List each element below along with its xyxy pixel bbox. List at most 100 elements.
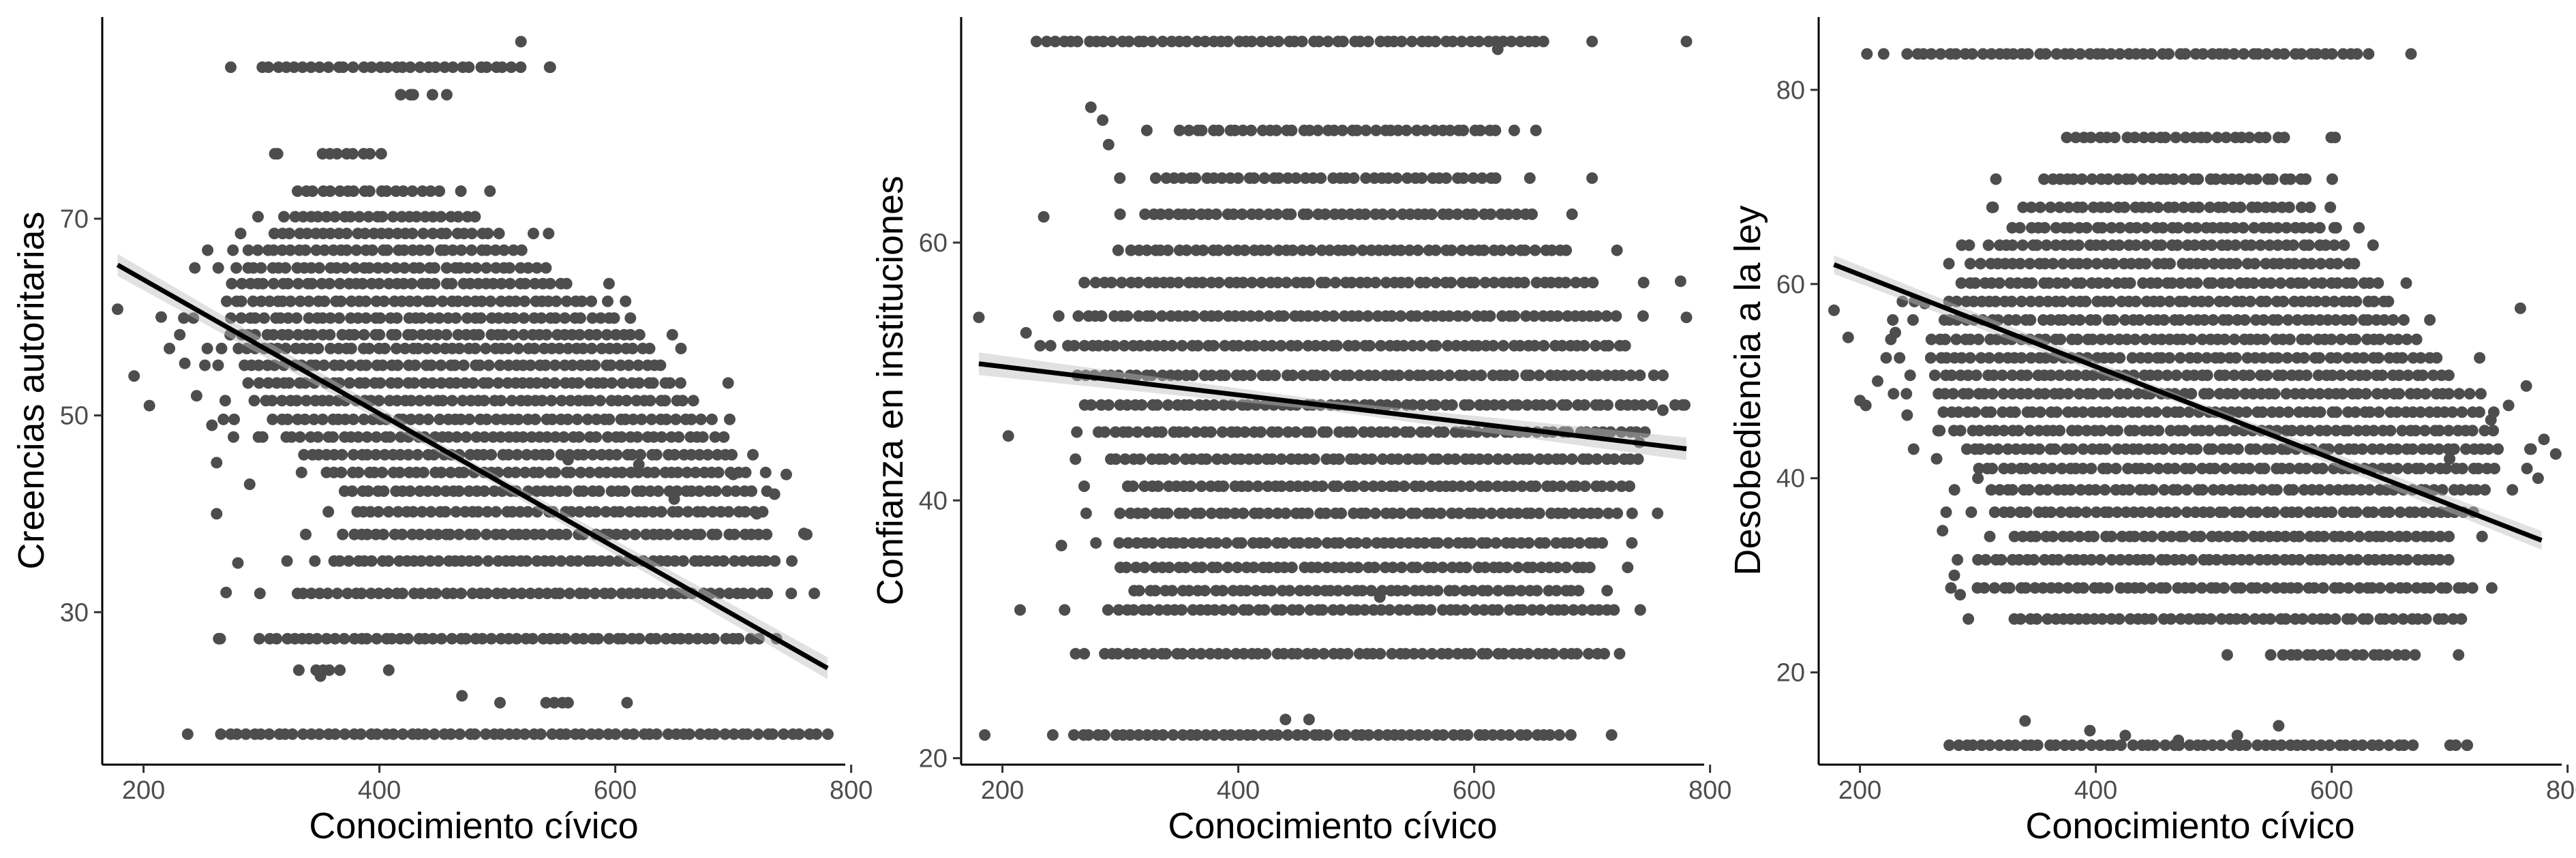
data-point: [1133, 310, 1145, 322]
data-point: [1302, 507, 1314, 519]
data-point: [1225, 729, 1237, 741]
data-point: [548, 696, 560, 709]
data-point: [1404, 729, 1416, 741]
data-point: [435, 466, 447, 478]
data-point: [664, 377, 676, 389]
data-point: [1321, 426, 1333, 438]
data-point: [498, 328, 510, 341]
data-point: [2189, 506, 2202, 519]
data-point: [1986, 388, 1999, 400]
data-point: [540, 262, 552, 274]
data-point: [429, 61, 442, 74]
data-point: [263, 728, 275, 740]
data-point: [2352, 553, 2364, 566]
data-point: [1386, 647, 1398, 660]
data-point: [521, 555, 533, 567]
data-point: [2019, 715, 2031, 727]
data-point: [656, 431, 668, 443]
data-point: [2485, 414, 2497, 426]
data-point: [2479, 425, 2491, 437]
data-point: [1119, 453, 1132, 465]
data-point: [320, 632, 333, 645]
data-point: [436, 295, 449, 307]
data-point: [310, 244, 322, 256]
data-point: [2291, 314, 2303, 326]
data-point: [242, 377, 254, 389]
data-point: [2144, 506, 2156, 519]
data-point: [1099, 426, 1111, 438]
data-point: [387, 728, 399, 740]
data-point: [560, 728, 572, 740]
data-point: [2158, 484, 2170, 496]
data-point: [444, 466, 457, 478]
data-point: [626, 448, 638, 461]
data-point: [1336, 124, 1348, 136]
data-point: [1952, 406, 1965, 418]
data-point: [299, 244, 312, 256]
data-point: [660, 632, 672, 645]
data-point: [573, 431, 586, 443]
data-point: [2074, 48, 2087, 60]
data-point: [2292, 582, 2304, 594]
data-point: [521, 506, 534, 518]
data-point: [2114, 221, 2126, 234]
data-point: [2108, 314, 2120, 326]
data-point: [1296, 35, 1308, 48]
data-point: [2152, 201, 2164, 213]
data-point: [453, 342, 466, 354]
data-point: [2250, 443, 2262, 455]
data-point: [2314, 221, 2326, 234]
data-point: [283, 377, 295, 389]
x-tick-label: 600: [594, 776, 637, 805]
data-point: [1308, 647, 1320, 660]
data-point: [2325, 333, 2337, 346]
data-point: [697, 506, 710, 518]
data-point: [2271, 484, 2283, 496]
data-point: [1925, 48, 1937, 60]
data-point: [417, 466, 429, 478]
data-point: [2022, 388, 2035, 400]
data-point: [1530, 480, 1542, 492]
data-point: [1988, 582, 2001, 594]
data-point: [1619, 339, 1631, 352]
data-point: [2453, 388, 2466, 400]
data-point: [314, 61, 326, 74]
data-point: [1097, 35, 1109, 48]
data-point: [1975, 352, 1987, 364]
data-point: [2407, 443, 2419, 455]
data-point: [2228, 48, 2240, 60]
data-point: [1575, 369, 1588, 382]
data-point: [1132, 426, 1144, 438]
data-point: [380, 262, 393, 274]
data-point: [2095, 553, 2107, 566]
data-point: [451, 431, 463, 443]
data-point: [2295, 48, 2307, 60]
data-point: [1112, 244, 1124, 256]
data-point: [1537, 35, 1549, 48]
data-point: [1285, 208, 1297, 220]
data-point: [1364, 399, 1376, 411]
data-point: [1381, 399, 1393, 411]
data-point: [1555, 480, 1567, 492]
data-point: [2284, 333, 2296, 346]
data-point: [1547, 647, 1560, 660]
data-point: [2252, 48, 2264, 60]
data-point: [1286, 562, 1298, 574]
data-point: [1427, 562, 1440, 574]
data-point: [1498, 647, 1510, 660]
data-point: [1216, 426, 1228, 438]
x-tick-label: 800: [1688, 776, 1731, 805]
data-point: [1277, 310, 1290, 322]
data-point: [276, 244, 288, 256]
data-point: [1634, 369, 1646, 382]
data-point: [1504, 604, 1516, 616]
data-point: [2210, 173, 2222, 185]
data-point: [1141, 729, 1153, 741]
data-point: [1449, 453, 1461, 465]
data-point: [212, 359, 224, 371]
data-point: [1501, 453, 1513, 465]
data-point: [373, 395, 385, 407]
data-point: [1502, 208, 1515, 220]
data-point: [1220, 537, 1232, 549]
data-point: [2239, 314, 2251, 326]
